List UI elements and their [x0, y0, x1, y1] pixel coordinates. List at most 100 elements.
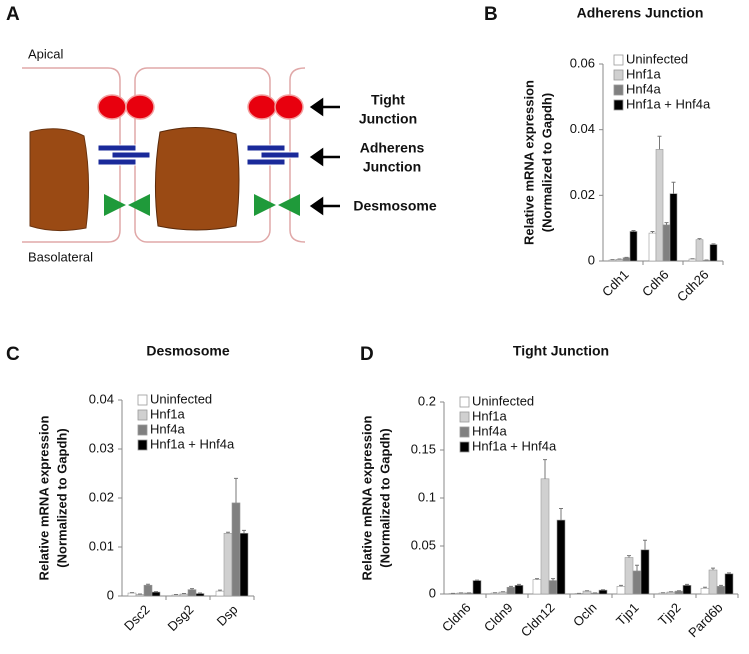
- bar: [514, 585, 524, 595]
- legend-swatch: [613, 99, 624, 111]
- error-bar: [719, 584, 723, 587]
- bar: [615, 259, 624, 262]
- error-bar: [535, 578, 539, 580]
- y-tick-label: 0.1: [418, 489, 436, 504]
- error-bar: [509, 585, 513, 588]
- bar: [195, 593, 205, 597]
- error-bar: [631, 229, 636, 232]
- bar: [640, 549, 650, 595]
- legend-label: Hnf4a: [626, 81, 661, 96]
- bar: [231, 502, 241, 597]
- panel-letter: C: [6, 344, 20, 365]
- y-tick-label: 0.01: [89, 538, 114, 553]
- y-tick-label: 0.06: [570, 55, 595, 70]
- bar: [674, 590, 684, 595]
- chart-title: Tight Junction: [513, 343, 609, 359]
- x-tick-label: Cldn9: [481, 600, 516, 635]
- y-axis-label: (Normalized to Gapdh): [54, 428, 69, 567]
- x-tick-label: Ocln: [570, 600, 600, 630]
- desmosome-label: Desmosome: [353, 198, 436, 214]
- error-bar: [635, 564, 639, 571]
- error-bar: [146, 583, 150, 586]
- error-bar: [727, 572, 731, 574]
- bar: [472, 580, 482, 595]
- bar: [662, 224, 671, 262]
- legend-swatch: [137, 424, 148, 436]
- bar: [532, 579, 542, 595]
- panel-letter: D: [360, 344, 374, 365]
- legend-label: Hnf4a: [150, 421, 185, 436]
- bar: [187, 589, 197, 597]
- bar: [498, 591, 508, 595]
- error-bar: [234, 477, 238, 503]
- bar: [556, 519, 566, 595]
- y-tick-label: 0: [107, 587, 114, 602]
- bar: [624, 557, 634, 595]
- x-tick-label: Cdh6: [639, 267, 672, 300]
- legend-swatch: [137, 409, 148, 421]
- x-tick-label: Dsg2: [164, 602, 196, 634]
- x-tick-label: Cldn6: [439, 600, 474, 635]
- adherens-label: Adherens: [360, 140, 425, 156]
- y-tick-label: 0.05: [411, 537, 436, 552]
- error-bar: [559, 508, 563, 521]
- bar: [709, 244, 718, 262]
- bar: [127, 592, 137, 597]
- bar: [716, 586, 726, 595]
- error-bar: [226, 531, 230, 534]
- bar: [700, 587, 710, 595]
- legend-swatch: [613, 54, 624, 66]
- y-tick-label: 0.2: [418, 393, 436, 408]
- bar: [616, 586, 626, 595]
- bar: [143, 584, 153, 597]
- x-tick-label: Cdh26: [674, 267, 712, 305]
- legend-label: Hnf1a + Hnf4a: [472, 438, 557, 453]
- bar: [151, 591, 161, 597]
- legend-swatch: [459, 441, 470, 453]
- bar: [724, 573, 734, 595]
- bar: [655, 149, 664, 262]
- error-bar: [242, 529, 246, 534]
- panel-letter: B: [484, 4, 498, 25]
- legend-label: Uninfected: [150, 391, 212, 406]
- x-tick-label: Pard6b: [685, 600, 725, 640]
- legend-label: Uninfected: [626, 51, 688, 66]
- panel-letter: A: [6, 4, 20, 25]
- diagram: A Apical Basolateral Tight Junction Adhe…: [6, 4, 437, 264]
- bar: [171, 594, 181, 597]
- x-tick-label: Tjp2: [655, 600, 683, 628]
- error-bar: [685, 583, 689, 586]
- chart: B Adherens Junction Relative mRNA expressi…: [484, 4, 724, 305]
- bar: [682, 585, 692, 595]
- bar: [629, 231, 638, 262]
- nucleus: [29, 128, 90, 232]
- legend-swatch: [613, 84, 624, 96]
- bar: [598, 589, 608, 595]
- error-bar: [551, 578, 555, 581]
- error-bar: [643, 539, 647, 550]
- bar: [223, 532, 233, 597]
- error-bar: [218, 589, 222, 592]
- adherens-junction: [97, 144, 300, 166]
- chart-title: Desmosome: [146, 343, 229, 359]
- y-tick-label: 0: [588, 252, 595, 267]
- y-axis-label: Relative mRNA expression: [521, 80, 536, 245]
- y-tick-label: 0.04: [89, 391, 114, 406]
- x-tick-label: Tjp1: [613, 600, 641, 628]
- bar: [708, 569, 718, 595]
- y-tick-label: 0.15: [411, 441, 436, 456]
- legend-label: Hnf1a: [472, 408, 507, 423]
- x-tick-label: Cldn12: [518, 600, 558, 640]
- error-bar: [711, 567, 715, 570]
- bar: [688, 258, 697, 262]
- bar: [506, 586, 516, 595]
- legend-swatch: [137, 394, 148, 406]
- error-bar: [703, 586, 707, 589]
- adherens-label: Junction: [363, 159, 421, 175]
- error-bar: [543, 459, 547, 479]
- error-bar: [697, 238, 702, 240]
- legend-swatch: [137, 439, 148, 451]
- bar: [632, 570, 642, 595]
- y-tick-label: 0: [429, 585, 436, 600]
- chart: D Tight Junction Relative mRNA expression(…: [359, 343, 739, 640]
